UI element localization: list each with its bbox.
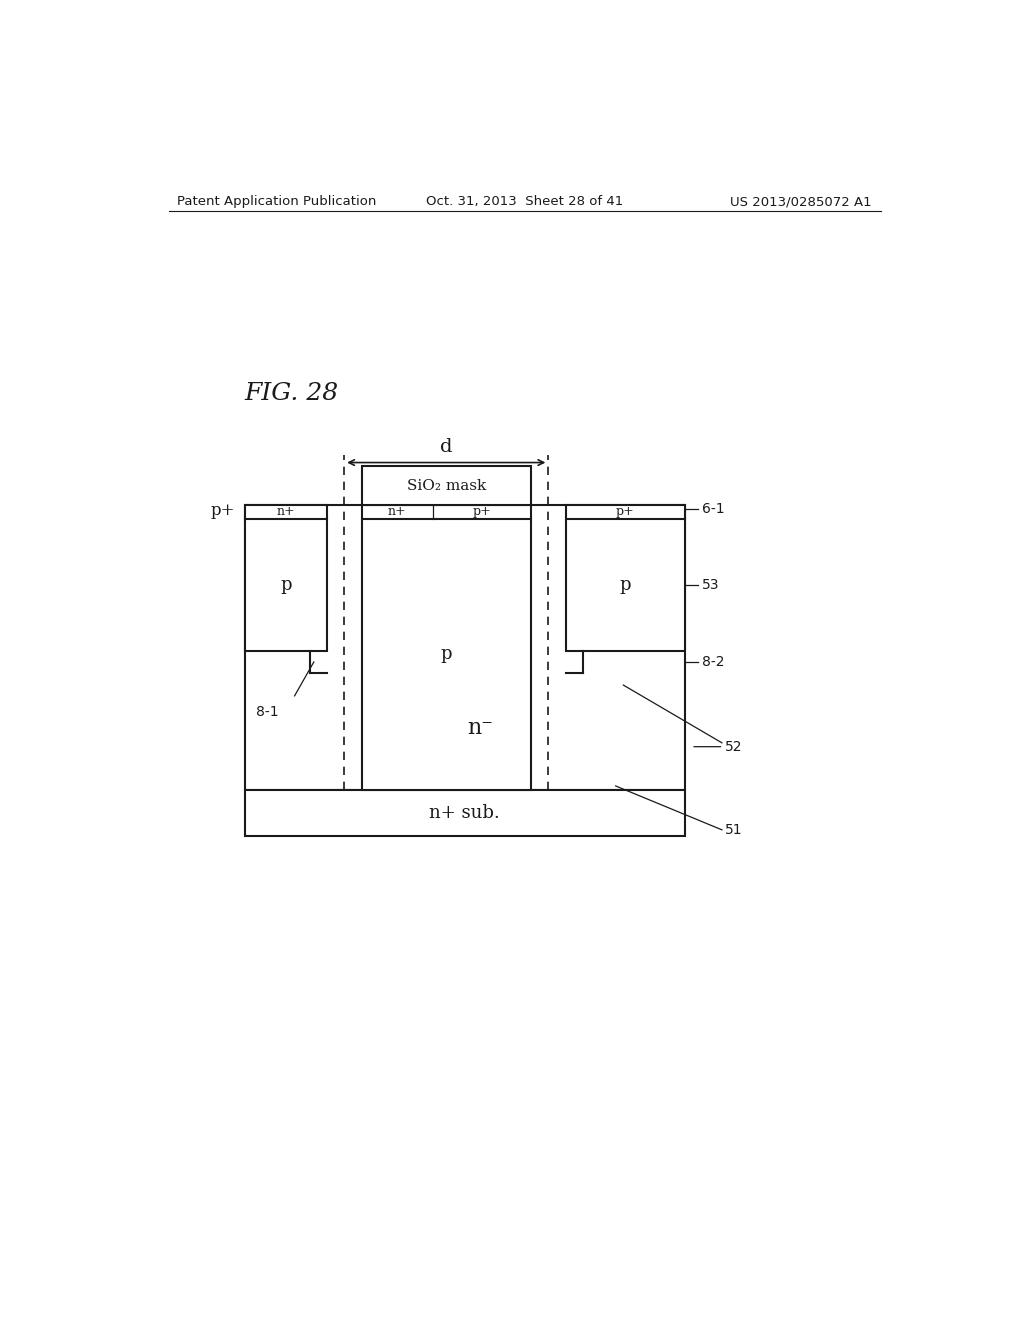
Text: p: p [620, 576, 631, 594]
Text: d: d [440, 438, 453, 457]
Text: 51: 51 [725, 822, 742, 837]
Bar [361, 466, 531, 506]
Bar [245, 506, 327, 651]
Text: p+: p+ [615, 506, 635, 519]
Text: p+: p+ [211, 502, 236, 519]
Text: 52: 52 [725, 739, 742, 754]
Bar [565, 506, 685, 651]
Text: n+: n+ [388, 506, 407, 519]
Text: 8-2: 8-2 [701, 655, 724, 669]
Bar [361, 506, 531, 789]
Text: p: p [280, 576, 292, 594]
Text: 6-1: 6-1 [701, 502, 725, 516]
Text: SiO₂ mask: SiO₂ mask [407, 479, 485, 492]
Text: Oct. 31, 2013  Sheet 28 of 41: Oct. 31, 2013 Sheet 28 of 41 [426, 195, 624, 209]
Text: p+: p+ [472, 506, 492, 519]
Bar [245, 506, 685, 789]
Text: Patent Application Publication: Patent Application Publication [177, 195, 377, 209]
Text: 53: 53 [701, 578, 720, 591]
Bar [245, 789, 685, 836]
Text: n+: n+ [276, 506, 295, 519]
Text: n+ sub.: n+ sub. [429, 804, 500, 822]
Text: p: p [440, 645, 452, 663]
Text: n⁻: n⁻ [467, 717, 494, 739]
Text: FIG. 28: FIG. 28 [245, 381, 339, 405]
Text: 8-1: 8-1 [256, 705, 279, 719]
Text: US 2013/0285072 A1: US 2013/0285072 A1 [730, 195, 871, 209]
